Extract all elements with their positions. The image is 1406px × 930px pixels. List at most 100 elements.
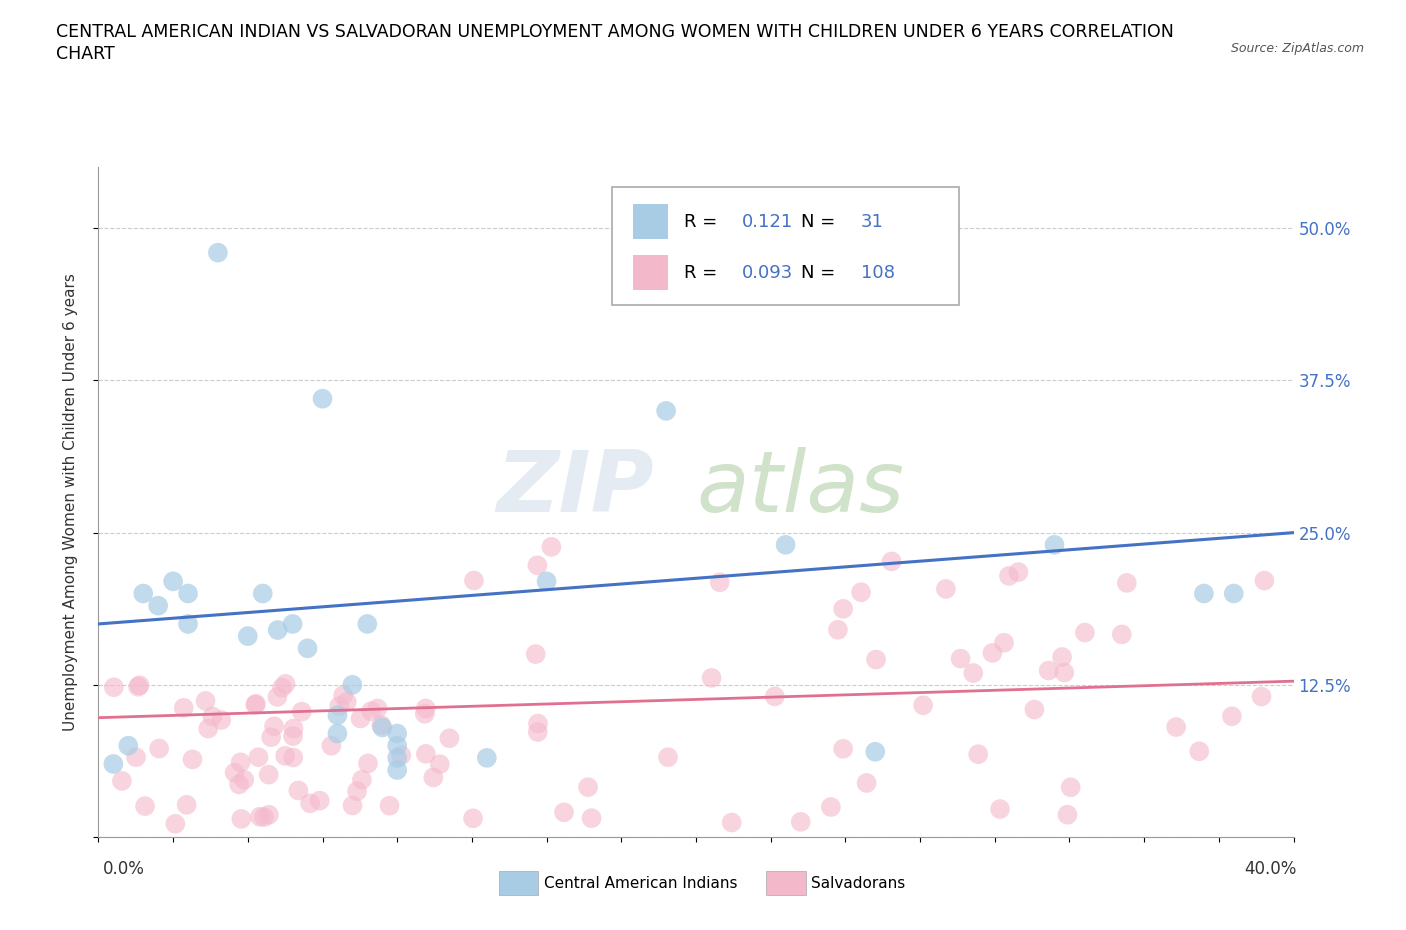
Point (247, 750, 270, 764)
Point (132, 586, 155, 601)
Point (173, 700, 195, 715)
Point (165, 817, 187, 831)
Point (207, 246, 229, 260)
Point (865, 744, 887, 759)
Text: ZIP: ZIP (496, 447, 654, 530)
Point (342, 677, 364, 692)
Point (371, 720, 394, 735)
Text: R =: R = (685, 213, 723, 231)
Point (657, 750, 679, 764)
Point (231, 812, 253, 827)
Point (475, 751, 498, 765)
Point (176, 797, 198, 812)
Point (581, 811, 603, 826)
Point (763, 689, 786, 704)
Point (328, 698, 350, 713)
Point (1024, 702, 1046, 717)
Point (720, 815, 742, 830)
Point (253, 810, 276, 825)
Point (260, 730, 283, 745)
Point (103, 680, 125, 695)
Point (287, 783, 309, 798)
Point (177, 586, 200, 601)
Point (236, 629, 259, 644)
Point (233, 772, 256, 787)
Point (209, 712, 232, 727)
Point (385, 726, 409, 741)
Point (935, 581, 957, 596)
Point (252, 586, 274, 601)
Text: N =: N = (801, 213, 841, 231)
Point (360, 704, 382, 719)
Point (461, 811, 484, 826)
Point (880, 554, 903, 569)
Point (790, 815, 813, 830)
Point (1111, 627, 1133, 642)
Point (103, 756, 125, 771)
Point (162, 574, 184, 589)
Point (245, 698, 267, 712)
Point (576, 779, 599, 794)
Point (413, 706, 436, 721)
Point (366, 701, 388, 716)
Point (1059, 780, 1081, 795)
Point (463, 573, 485, 588)
Point (981, 645, 1004, 660)
Point (283, 721, 305, 736)
Point (820, 800, 842, 815)
Point (148, 741, 170, 756)
Bar (633, 204, 668, 239)
Point (1007, 565, 1029, 579)
Point (350, 772, 373, 787)
Point (148, 598, 170, 613)
Point (998, 568, 1021, 583)
Text: atlas: atlas (696, 447, 904, 530)
Point (228, 777, 250, 791)
Point (1053, 665, 1076, 680)
Point (439, 731, 461, 746)
Point (134, 799, 156, 814)
Point (257, 767, 280, 782)
Point (1188, 744, 1211, 759)
Point (356, 617, 378, 631)
Point (274, 676, 297, 691)
Y-axis label: Unemployment Among Women with Children Under 6 years: Unemployment Among Women with Children U… (63, 273, 77, 731)
Point (827, 622, 849, 637)
Point (988, 802, 1011, 817)
Point (197, 721, 219, 736)
Point (181, 752, 204, 767)
Point (1250, 689, 1272, 704)
Point (385, 738, 409, 753)
Point (536, 574, 558, 589)
Point (281, 617, 304, 631)
Point (993, 635, 1015, 650)
Point (385, 751, 409, 765)
Point (349, 711, 371, 726)
Point (274, 749, 297, 764)
Point (655, 404, 678, 418)
Point (700, 671, 723, 685)
Point (1192, 586, 1215, 601)
Point (526, 724, 548, 739)
Point (266, 689, 288, 704)
Point (1038, 663, 1060, 678)
Text: CENTRAL AMERICAN INDIAN VS SALVADORAN UNEMPLOYMENT AMONG WOMEN WITH CHILDREN UND: CENTRAL AMERICAN INDIAN VS SALVADORAN UN… (56, 23, 1174, 41)
Point (1253, 573, 1275, 588)
Text: 40.0%: 40.0% (1244, 860, 1296, 878)
Point (1056, 807, 1078, 822)
Point (281, 728, 304, 743)
Point (127, 679, 149, 694)
Point (1115, 576, 1137, 591)
Point (832, 741, 855, 756)
Point (308, 793, 330, 808)
Point (526, 558, 548, 573)
Point (1074, 625, 1097, 640)
Point (346, 784, 368, 799)
Text: R =: R = (685, 263, 723, 282)
Point (1166, 720, 1188, 735)
Point (865, 652, 887, 667)
Point (336, 695, 359, 710)
Point (370, 718, 392, 733)
Text: CHART: CHART (56, 45, 115, 62)
Point (540, 539, 562, 554)
